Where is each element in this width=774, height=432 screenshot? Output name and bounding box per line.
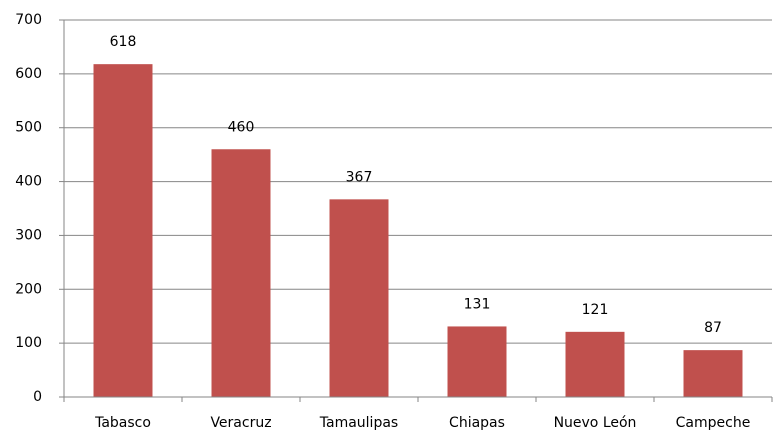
bar (565, 331, 625, 397)
x-tick-label: Campeche (676, 415, 751, 431)
x-tick-label: Tabasco (94, 415, 151, 431)
y-tick-label: 300 (15, 227, 42, 243)
data-label: 618 (110, 34, 137, 50)
bar (683, 350, 743, 397)
y-tick-label: 600 (15, 66, 42, 82)
x-tick-label: Veracruz (210, 415, 271, 431)
data-label: 87 (704, 320, 722, 336)
y-tick-label: 700 (15, 12, 42, 28)
data-label: 367 (346, 169, 373, 185)
data-label: 131 (464, 296, 491, 312)
x-tick-label: Chiapas (449, 415, 505, 431)
y-tick-label: 100 (15, 335, 42, 351)
x-tick-label: Tamaulipas (319, 415, 398, 431)
data-label: 121 (582, 302, 609, 318)
bar (329, 199, 389, 397)
x-tick-label: Nuevo León (554, 415, 637, 431)
y-tick-label: 200 (15, 281, 42, 297)
y-tick-label: 400 (15, 174, 42, 190)
y-tick-label: 500 (15, 120, 42, 136)
bar (447, 326, 507, 397)
data-label: 460 (228, 119, 255, 135)
y-tick-label: 0 (33, 389, 42, 405)
bar (93, 64, 153, 398)
bar (211, 149, 271, 397)
